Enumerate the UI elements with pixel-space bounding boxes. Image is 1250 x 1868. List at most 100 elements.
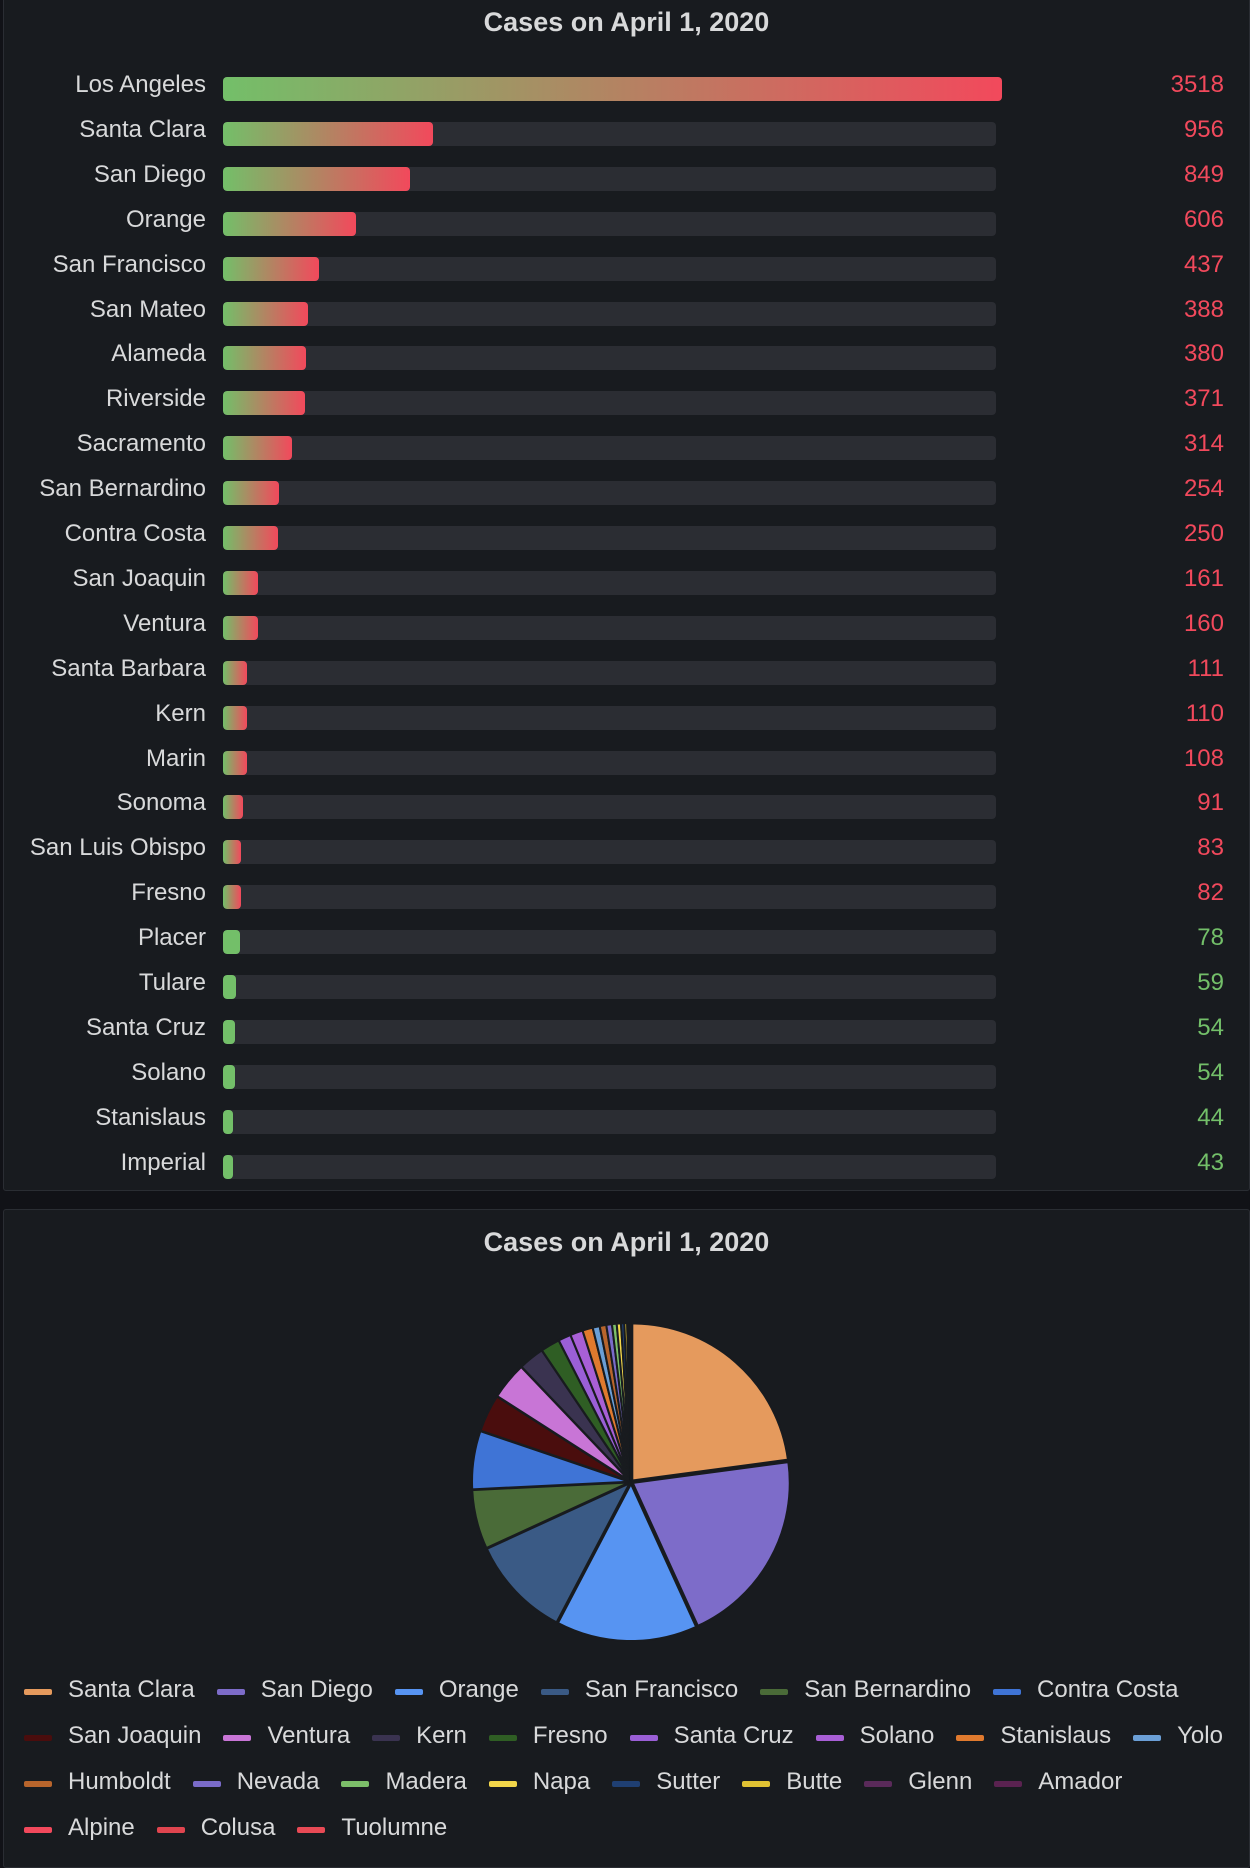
legend-label: Fresno [532, 1722, 608, 1749]
legend-swatch [864, 1781, 893, 1787]
bar-label: San Francisco [52, 250, 206, 278]
bar-track [223, 77, 1002, 101]
legend-swatch [216, 1689, 245, 1695]
bar-value: 160 [1183, 609, 1224, 637]
bar-row: Sonoma 91 [4, 783, 1250, 828]
legend-swatch [156, 1827, 185, 1833]
bar-row: Stanislaus 44 [4, 1098, 1250, 1143]
bar-label: Marin [145, 744, 206, 772]
bar-label: San Bernardino [39, 475, 206, 503]
bar-row: Marin 108 [4, 739, 1250, 784]
bar-label: Tulare [138, 969, 206, 996]
bar-value: 43 [1197, 1148, 1224, 1176]
bar-track [223, 1109, 996, 1134]
bar-label: Santa Clara [79, 115, 206, 143]
bar-value: 254 [1183, 475, 1224, 503]
bar-row: Ventura 160 [4, 604, 1250, 649]
bar-fill [223, 1109, 233, 1134]
pie-slice-san-diego[interactable] [631, 1460, 791, 1628]
bar-track [223, 795, 996, 820]
bar-label: Stanislaus [95, 1103, 206, 1131]
bar-track [223, 1019, 996, 1044]
legend-label: Nevada [236, 1768, 320, 1795]
bar-label: San Mateo [89, 295, 206, 323]
bar-row: Santa Cruz 54 [4, 1008, 1250, 1053]
bar-value: 161 [1183, 564, 1224, 592]
legend-swatch [24, 1735, 52, 1741]
bar-fill [223, 795, 243, 820]
pie-slice-santa-clara[interactable] [631, 1322, 790, 1482]
bar-track [223, 975, 996, 999]
bar-fill [223, 436, 292, 461]
legend-swatch [192, 1781, 221, 1787]
bar-label: San Luis Obispo [29, 834, 206, 862]
bar-value: 3518 [1170, 71, 1224, 98]
legend-swatch [540, 1689, 569, 1695]
bar-row: San Bernardino 254 [4, 469, 1250, 514]
legend-swatch [994, 1781, 1023, 1787]
bar-value: 54 [1197, 1013, 1224, 1041]
legend-swatch [612, 1781, 641, 1787]
bar-row: Placer 78 [4, 918, 1250, 963]
bar-label: Santa Barbara [51, 654, 206, 682]
legend-swatch [24, 1689, 52, 1695]
bar-value: 388 [1183, 295, 1224, 323]
legend-label: San Bernardino [804, 1676, 972, 1703]
legend-label: San Joaquin [68, 1722, 202, 1749]
legend-swatch [341, 1781, 370, 1787]
bar-row: Tulare 59 [4, 963, 1250, 1008]
pie-slice-orange[interactable] [556, 1481, 698, 1642]
bar-value: 606 [1183, 205, 1224, 233]
bar-row: Contra Costa 250 [4, 514, 1250, 559]
bar-fill [223, 526, 278, 550]
bar-value: 82 [1197, 879, 1224, 907]
legend-label: Butte [786, 1768, 843, 1795]
legend-swatch [742, 1781, 771, 1787]
bar-row: Imperial 43 [4, 1143, 1250, 1188]
bar-fill [223, 660, 248, 685]
bar-label: Los Angeles [75, 71, 206, 98]
bar-track [223, 885, 996, 910]
bar-label: Fresno [131, 879, 206, 907]
bar-row: Kern 110 [4, 694, 1250, 739]
legend-swatch [956, 1735, 985, 1741]
bar-fill [223, 750, 247, 775]
bar-value: 44 [1197, 1103, 1224, 1131]
bar-fill [223, 481, 279, 506]
bar-fill [223, 301, 309, 326]
bar-value: 111 [1187, 654, 1224, 682]
bar-track [223, 301, 996, 326]
bar-fill [223, 930, 241, 955]
bar-row: Solano 54 [4, 1053, 1250, 1098]
legend-label: Napa [532, 1768, 591, 1795]
pie-slice-san-francisco[interactable] [485, 1481, 632, 1624]
bar-fill [223, 975, 236, 999]
bar-label: Sacramento [76, 430, 206, 458]
bar-value: 91 [1197, 789, 1224, 817]
bar-row: San Francisco 437 [4, 245, 1250, 290]
legend-swatch [488, 1781, 517, 1787]
bar-track [223, 526, 996, 550]
legend-label: Stanislaus [1000, 1722, 1112, 1749]
legend-label: Santa Cruz [673, 1722, 794, 1749]
legend-swatch [815, 1735, 844, 1741]
bar-row: Santa Barbara 111 [4, 649, 1250, 694]
bar-fill [223, 615, 259, 640]
legend-label: Humboldt [68, 1768, 171, 1795]
legend-label: Glenn [908, 1768, 973, 1795]
bar-value: 110 [1185, 699, 1224, 727]
legend-swatch [629, 1735, 658, 1741]
legend-label: San Diego [260, 1676, 373, 1703]
legend-swatch [24, 1827, 52, 1833]
legend-swatch [372, 1735, 401, 1741]
bar-row: Sacramento 314 [4, 424, 1250, 469]
legend-swatch [993, 1689, 1022, 1695]
legend-label: Amador [1038, 1768, 1123, 1795]
bar-label: Santa Cruz [85, 1013, 206, 1041]
bar-track [223, 121, 996, 146]
bar-value: 54 [1197, 1058, 1224, 1086]
bar-label: Ventura [123, 609, 206, 637]
bar-row: San Joaquin 161 [4, 559, 1250, 604]
bar-value: 59 [1197, 969, 1224, 996]
